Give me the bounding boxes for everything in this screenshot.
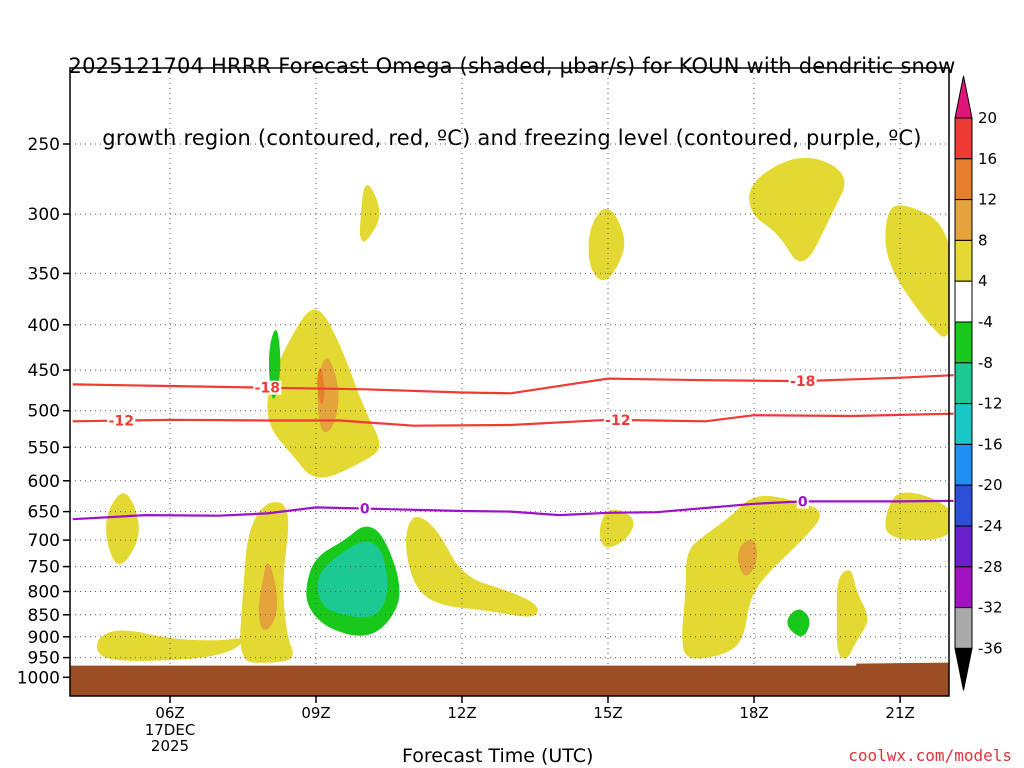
omega-region-4-to-8 xyxy=(885,492,949,541)
y-tick-label-700: 700 xyxy=(28,531,60,551)
colorbar-swatch--12 xyxy=(954,403,973,445)
contour-line-0 xyxy=(72,499,954,521)
omega-region-4-to-8 xyxy=(749,157,845,262)
colorbar-label--32: -32 xyxy=(978,599,1003,617)
colorbar-label-12: 12 xyxy=(978,191,997,209)
contour-label-0: 0 xyxy=(360,502,370,518)
contour-label--12: -12 xyxy=(109,414,134,430)
chart-title-line1: 2025121704 HRRR Forecast Omega (shaded, … xyxy=(68,54,956,78)
contour-label-bg--18 xyxy=(788,374,817,389)
x-tick-label-15Z: 15Z xyxy=(593,704,622,722)
omega-region-4-to-8 xyxy=(359,185,380,242)
y-tick-label-750: 750 xyxy=(28,558,60,578)
chart-title: 2025121704 HRRR Forecast Omega (shaded, … xyxy=(0,6,1024,174)
contour-label--12: -12 xyxy=(605,413,630,429)
x-tick-label-12Z: 12Z xyxy=(447,704,476,722)
contour-label-bg--12 xyxy=(603,412,632,427)
omega-region-4-to-8 xyxy=(682,495,820,659)
colorbar-label--12: -12 xyxy=(978,395,1003,413)
colorbar-label--28: -28 xyxy=(978,558,1003,576)
colorbar-swatch--8 xyxy=(954,362,973,405)
y-tick-label-300: 300 xyxy=(28,205,60,225)
colorbar: 20 16 12 8 4 -4 -8 -12 -16 -20 -24 -28 -32 -36 xyxy=(954,75,1003,691)
colorbar-swatch-8 xyxy=(954,239,973,282)
omega-region-4-to-8 xyxy=(406,516,538,617)
omega-region-4-to-8 xyxy=(588,208,625,281)
ground-surface xyxy=(70,662,949,696)
y-tick-label-800: 800 xyxy=(28,583,60,603)
colorbar-label--36: -36 xyxy=(978,639,1003,657)
omega-region-8-to-12 xyxy=(737,539,758,576)
x-axis-label: Forecast Time (UTC) xyxy=(402,745,594,767)
contour-layer: -18 -18 -12 -12 0 0 xyxy=(72,374,954,521)
omega-region-4-to-8 xyxy=(836,570,868,659)
y-tick-label-1000: 1000 xyxy=(17,668,60,688)
contour-label-bg-0 xyxy=(796,494,809,509)
omega-region-4-to-8 xyxy=(599,509,634,548)
contour-line--18 xyxy=(72,374,954,395)
colorbar-swatch-12 xyxy=(954,199,973,241)
contour-line--12 xyxy=(72,412,954,427)
colorbar-swatch--24 xyxy=(954,525,973,568)
y-tick-label-350: 350 xyxy=(28,264,60,284)
contour-label--18: -18 xyxy=(255,381,280,397)
contour-label-bg-0 xyxy=(358,501,371,516)
colorbar-swatch-20 xyxy=(954,117,973,160)
colorbar-label--20: -20 xyxy=(978,476,1003,494)
y-tick-label-450: 450 xyxy=(28,361,60,381)
chart-title-line2: growth region (contoured, red, ºC) and f… xyxy=(102,126,922,150)
contour-label-0: 0 xyxy=(798,494,808,510)
x-tick-label-21Z: 21Z xyxy=(885,704,914,722)
y-tick-label-650: 650 xyxy=(28,503,60,523)
y-tick-label-500: 500 xyxy=(28,402,60,422)
y-tick-label-600: 600 xyxy=(28,472,60,492)
omega-shading-layer xyxy=(97,157,949,663)
colorbar-top-arrow xyxy=(954,75,973,119)
omega-region-4-to-8 xyxy=(106,493,139,565)
omega-region-4-to-8 xyxy=(885,205,949,337)
y-tick-label-950: 950 xyxy=(28,649,60,669)
colorbar-swatch--28 xyxy=(954,566,973,609)
axes-layer: 2503003504004505005506006507007508008509… xyxy=(17,135,915,755)
colorbar-label-4: 4 xyxy=(978,272,988,290)
colorbar-swatch--20 xyxy=(954,484,973,527)
colorbar-label-20: 20 xyxy=(978,109,997,127)
omega-region-12-to-16 xyxy=(317,367,325,404)
x-tick-sublabel-2025: 2025 xyxy=(151,737,189,755)
contour-label--18: -18 xyxy=(790,374,815,390)
colorbar-label-8: 8 xyxy=(978,231,988,249)
colorbar-label--16: -16 xyxy=(978,435,1003,453)
omega-region-8-to-12 xyxy=(258,563,278,630)
colorbar-bottom-arrow xyxy=(954,647,973,691)
y-tick-label-850: 850 xyxy=(28,606,60,626)
colorbar-label-16: 16 xyxy=(978,150,997,168)
x-tick-label-09Z: 09Z xyxy=(301,704,330,722)
colorbar-swatch--16 xyxy=(954,443,973,486)
colorbar-label--4: -4 xyxy=(978,313,993,331)
colorbar-swatch--32 xyxy=(954,607,973,649)
colorbar-swatch-16 xyxy=(954,158,973,201)
ground-layer xyxy=(70,662,949,696)
y-tick-label-400: 400 xyxy=(28,316,60,336)
y-tick-label-250: 250 xyxy=(28,135,60,155)
plot-frame xyxy=(69,67,950,697)
x-tick-label-18Z: 18Z xyxy=(739,704,768,722)
y-tick-label-550: 550 xyxy=(28,438,60,458)
contour-label-bg--12 xyxy=(107,413,136,428)
colorbar-label--24: -24 xyxy=(978,517,1003,535)
omega-region-4-to-8 xyxy=(97,630,244,661)
x-tick-label-06Z: 06Z xyxy=(155,704,184,722)
colorbar-swatch--4 xyxy=(954,321,973,364)
credit-text[interactable]: coolwx.com/models xyxy=(848,746,1012,765)
x-tick-sublabel-17DEC: 17DEC xyxy=(145,721,196,739)
y-tick-label-900: 900 xyxy=(28,628,60,648)
contour-label-bg--18 xyxy=(253,380,282,395)
omega-region--12-to--8 xyxy=(317,541,388,618)
colorbar-label--8: -8 xyxy=(978,354,993,372)
omega-region--8-to--4 xyxy=(787,609,810,637)
colorbar-swatch-4 xyxy=(954,280,973,323)
